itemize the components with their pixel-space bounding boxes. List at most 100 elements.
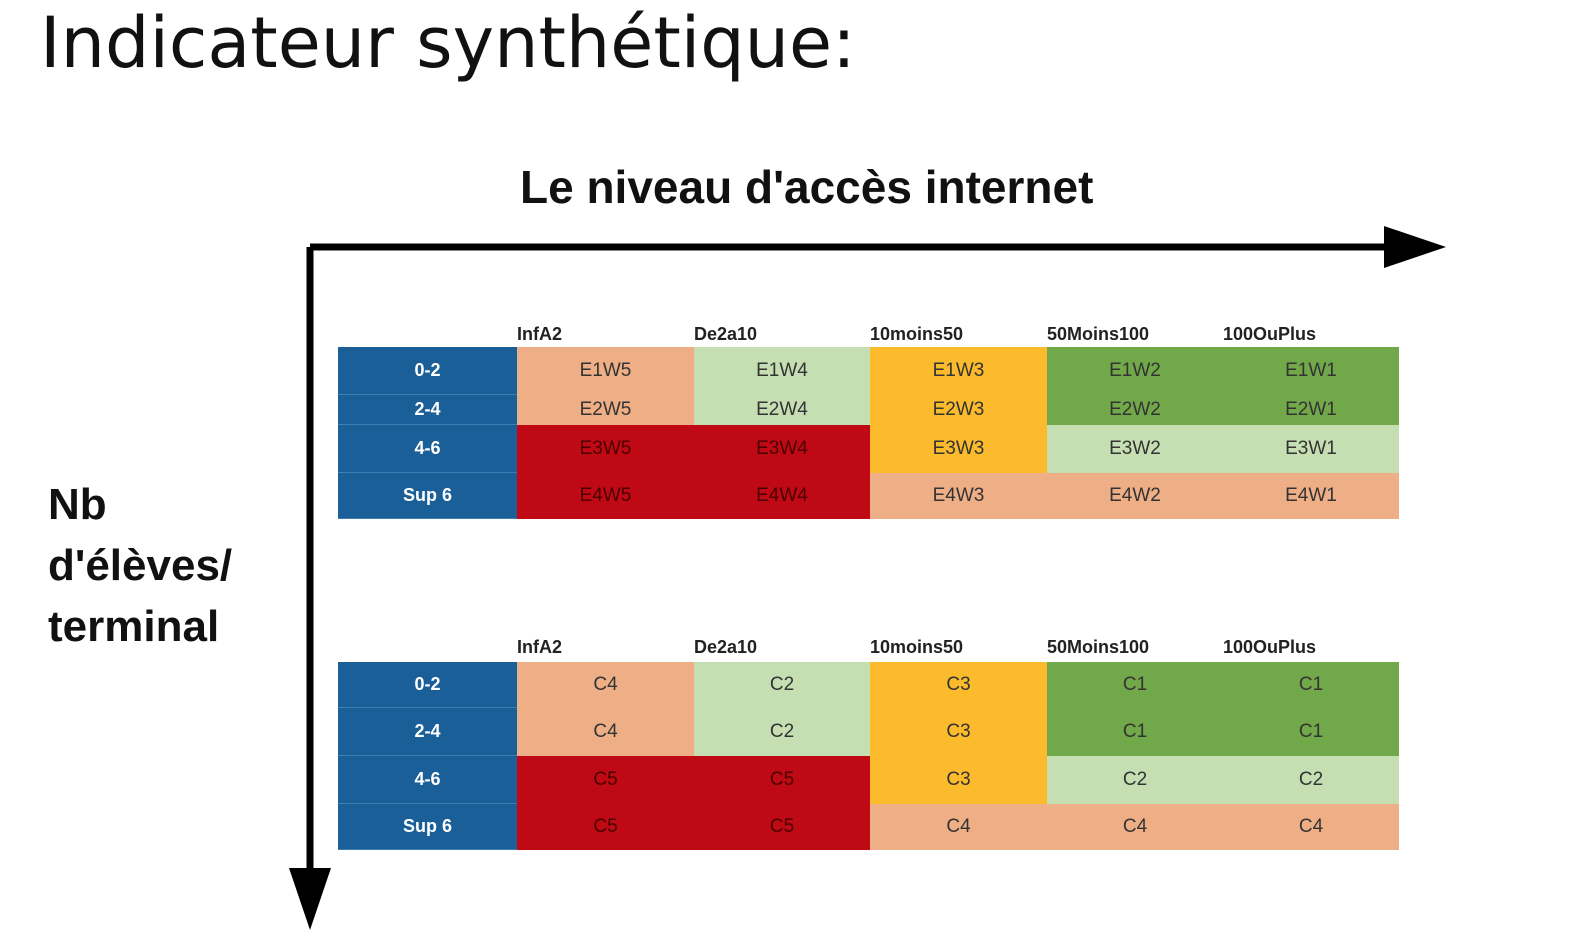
y-axis-arrowhead [289, 868, 331, 930]
matrix-cell: E4W2 [1047, 473, 1223, 519]
cell-value: C2 [1298, 769, 1324, 790]
cell-value: E3W1 [1285, 438, 1337, 459]
matrix-cell: E3W2 [1047, 425, 1223, 473]
matrix-cell: C1 [1047, 662, 1223, 708]
column-header: 50Moins100 [1047, 637, 1150, 657]
matrix-cell: C1 [1047, 708, 1223, 756]
cell-value: C4 [593, 721, 618, 742]
cell-value: E3W2 [1109, 438, 1161, 459]
cell-value: E2W1 [1285, 399, 1337, 420]
matrix-cell: C5 [517, 756, 694, 804]
cell-value: C5 [769, 769, 795, 790]
cell-value: E4W3 [932, 485, 985, 506]
cell-value: C1 [1298, 674, 1324, 695]
matrix-cell: C4 [517, 708, 694, 756]
cell-value: C3 [946, 769, 971, 790]
matrix-cell: E2W1 [1223, 395, 1399, 425]
y-axis-title: Nb d'élèves/ terminal [48, 474, 232, 657]
column-header: 100OuPlus [1223, 637, 1317, 657]
matrix-cell: C3 [870, 662, 1047, 708]
matrix-cell: C2 [694, 708, 870, 756]
cell-value: C4 [1122, 816, 1148, 837]
cell-value: E2W3 [932, 399, 985, 420]
matrix-cell: E3W4 [694, 425, 870, 473]
cell-value: C1 [1122, 721, 1148, 742]
matrix-cell: C5 [517, 804, 694, 850]
matrix-cell: E1W2 [1047, 347, 1223, 395]
row-label: Sup 6 [338, 804, 517, 850]
cell-value: C1 [1298, 721, 1324, 742]
cell-value: C1 [1122, 674, 1148, 695]
matrix-cell: C5 [694, 756, 870, 804]
matrix-cell: C2 [1047, 756, 1223, 804]
matrix-cell: C4 [517, 662, 694, 708]
row-label: 0-2 [338, 662, 517, 708]
y-axis-title-line: Nb [48, 480, 107, 529]
matrix-cell: E4W1 [1223, 473, 1399, 519]
matrix-cell: C3 [870, 756, 1047, 804]
matrix-cell: E2W4 [694, 395, 870, 425]
y-axis-title-line: terminal [48, 602, 220, 651]
matrix-cell: E1W1 [1223, 347, 1399, 395]
cell-value: E3W4 [756, 438, 808, 459]
cell-value: C3 [946, 721, 971, 742]
cell-value: E2W4 [756, 399, 808, 420]
column-header: InfA2 [517, 637, 562, 657]
cell-value: E3W5 [579, 438, 632, 459]
column-header: De2a10 [694, 324, 758, 344]
column-header: InfA2 [517, 324, 562, 344]
cell-value: E4W1 [1285, 485, 1337, 506]
row-label: 0-2 [338, 347, 517, 395]
matrix-cell: E2W5 [517, 395, 694, 425]
row-label: 2-4 [338, 395, 517, 425]
matrix-cell: C2 [1223, 756, 1399, 804]
cell-value: C5 [593, 816, 618, 837]
cell-value: C5 [769, 816, 795, 837]
row-label: Sup 6 [338, 473, 517, 519]
matrix-cell: E4W5 [517, 473, 694, 519]
cell-value: E4W4 [756, 485, 808, 506]
matrix-cell: E4W3 [870, 473, 1047, 519]
matrix-cell: C4 [1223, 804, 1399, 850]
page-title: Indicateur synthétique: [40, 2, 856, 84]
cell-value: E1W5 [579, 360, 632, 381]
cell-value: C2 [769, 674, 795, 695]
cell-value: E3W3 [932, 438, 985, 459]
matrix-cell: C4 [1047, 804, 1223, 850]
cell-value: C5 [593, 769, 618, 790]
column-header: De2a10 [694, 637, 758, 657]
row-label: 4-6 [338, 756, 517, 804]
cell-value: E4W5 [579, 485, 632, 506]
cell-value: C4 [593, 674, 618, 695]
matrix-cell: C5 [694, 804, 870, 850]
x-axis-title: Le niveau d'accès internet [520, 161, 1094, 213]
matrix-cell: E2W2 [1047, 395, 1223, 425]
matrix-cell: E1W3 [870, 347, 1047, 395]
cell-value: C4 [946, 816, 971, 837]
cell-value: E4W2 [1109, 485, 1161, 506]
matrix-cell: E3W1 [1223, 425, 1399, 473]
matrix-cell: C1 [1223, 662, 1399, 708]
cell-value: E1W2 [1109, 360, 1161, 381]
column-header: 50Moins100 [1047, 324, 1150, 344]
matrix-cell: E2W3 [870, 395, 1047, 425]
column-header: 10moins50 [870, 324, 964, 344]
row-label: 2-4 [338, 708, 517, 756]
y-axis-title-line: d'élèves/ [48, 541, 233, 590]
matrix-cell: C3 [870, 708, 1047, 756]
x-axis-arrowhead [1384, 226, 1446, 268]
cell-value: C2 [769, 721, 795, 742]
cell-value: E2W5 [579, 399, 632, 420]
matrix-cell: C2 [694, 662, 870, 708]
matrix-cell: C4 [870, 804, 1047, 850]
matrix-cell: E1W5 [517, 347, 694, 395]
column-header: 10moins50 [870, 637, 964, 657]
matrix-cell: C1 [1223, 708, 1399, 756]
cell-value: E1W3 [932, 360, 985, 381]
cell-value: C2 [1122, 769, 1148, 790]
row-label: 4-6 [338, 425, 517, 473]
matrix-cell: E3W3 [870, 425, 1047, 473]
cell-value: E1W1 [1285, 360, 1337, 381]
column-header: 100OuPlus [1223, 324, 1317, 344]
